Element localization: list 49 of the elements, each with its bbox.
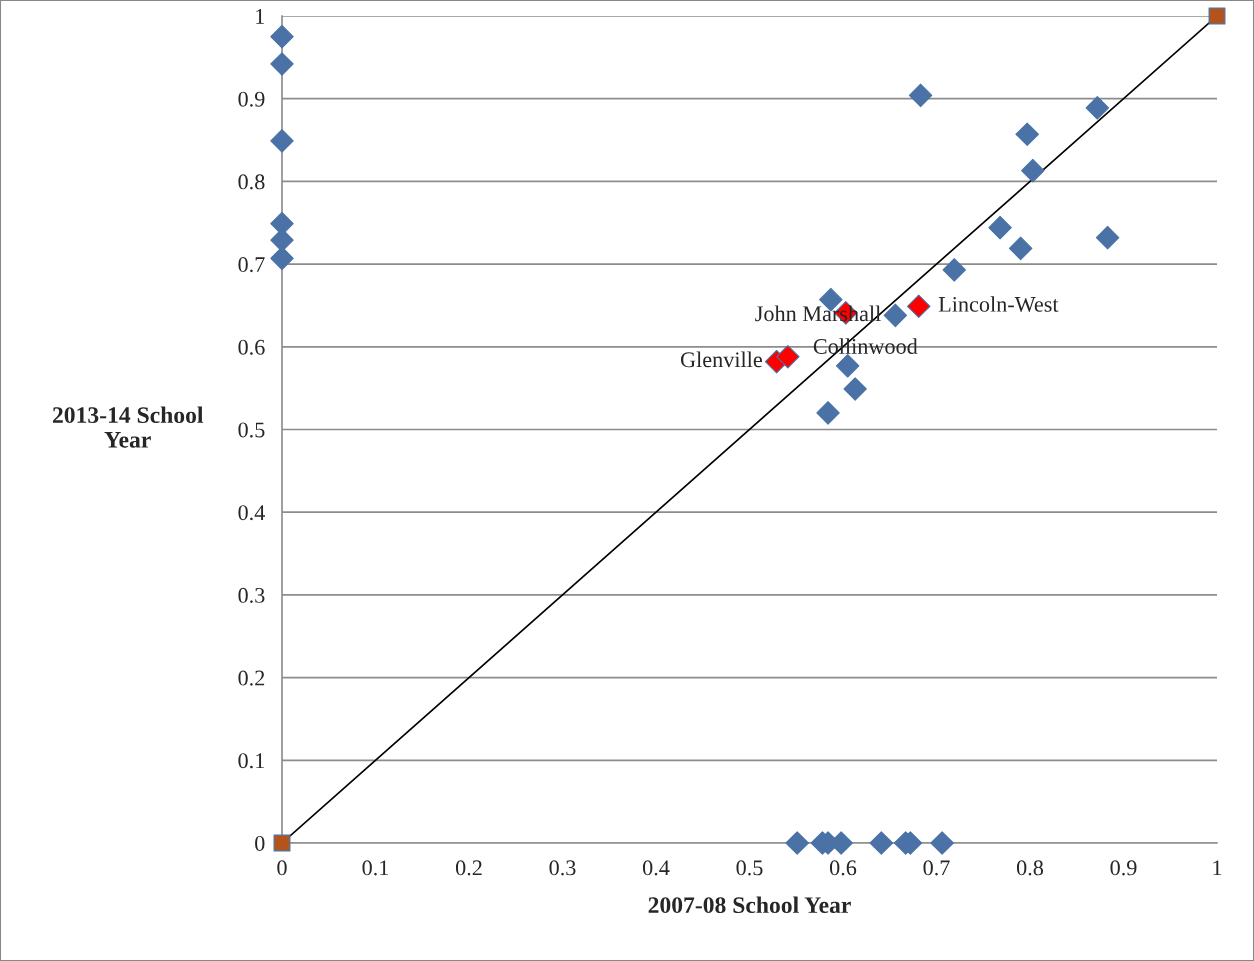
point	[930, 831, 954, 855]
point	[785, 831, 809, 855]
y-axis-title: 2013-14 School Year	[52, 406, 204, 448]
y-tick-label: 0.1	[238, 753, 264, 769]
point	[270, 246, 294, 271]
y-tick-label: 1	[256, 9, 264, 24]
point	[270, 129, 294, 153]
annotation: Lincoln-West	[938, 296, 1059, 312]
point	[988, 215, 1012, 240]
point	[816, 401, 840, 425]
x-tick-label: 0.2	[455, 860, 482, 876]
point	[908, 83, 933, 108]
point	[1015, 122, 1039, 147]
y-tick-label: 0	[255, 835, 265, 851]
annotation: Glenville	[680, 351, 762, 368]
y-tick-label: 0.6	[238, 339, 265, 355]
point	[273, 834, 291, 852]
point	[1095, 225, 1120, 250]
x-tick-label: 0.4	[642, 860, 670, 876]
x-tick-label: 0.1	[362, 860, 389, 876]
point	[835, 354, 860, 378]
point	[942, 258, 967, 282]
x-tick-label: 0	[277, 860, 287, 876]
x-tick-label: 1	[1213, 860, 1222, 876]
x-tick-label: 0.9	[1110, 860, 1137, 876]
point	[869, 831, 894, 855]
point	[883, 303, 908, 328]
x-tick-label: 0.8	[1016, 860, 1044, 876]
y-tick-label: 0.3	[238, 587, 265, 603]
point	[1021, 158, 1045, 183]
y-tick-label: 0.8	[238, 174, 265, 190]
y-tick-label: 0.5	[238, 422, 265, 438]
point	[1208, 7, 1226, 25]
point	[843, 377, 867, 401]
point	[1085, 96, 1110, 120]
point	[1008, 236, 1033, 261]
y-tick-label: 0.7	[238, 257, 265, 273]
y-tick-label: 0.2	[238, 670, 265, 686]
point	[906, 294, 931, 319]
x-tick-label: 0.3	[549, 860, 576, 876]
y-tick-label: 0.4	[238, 505, 265, 521]
x-tick-label: 0.6	[829, 860, 857, 876]
point	[776, 344, 800, 369]
point	[270, 24, 294, 49]
x-tick-label: 0.7	[923, 860, 950, 876]
x-tick-label: 0.5	[736, 860, 763, 876]
x-axis-title: 2007-08 School Year	[648, 896, 851, 914]
y-tick-label: 0.9	[238, 91, 265, 107]
point	[270, 52, 294, 76]
